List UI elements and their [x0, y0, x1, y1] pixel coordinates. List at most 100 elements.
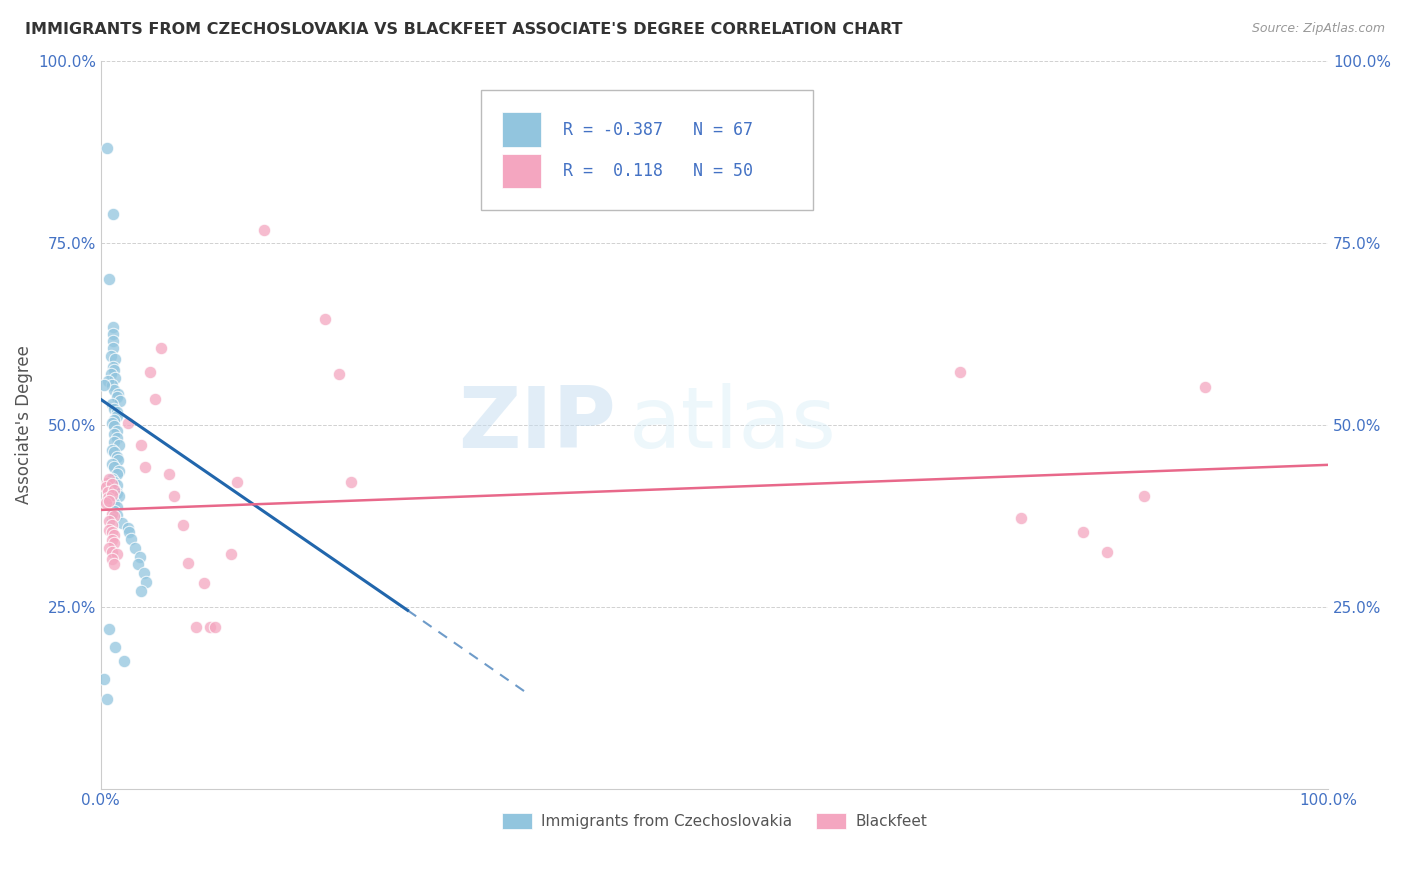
Point [103, 460, 125, 475]
Point [101, 397, 124, 411]
Point [1194, 380, 1216, 394]
Point [204, 620, 226, 634]
Point [103, 413, 125, 427]
Point [98, 524, 121, 538]
Point [143, 392, 166, 407]
Point [101, 472, 124, 486]
Point [328, 367, 350, 381]
Text: R = -0.387   N = 67: R = -0.387 N = 67 [564, 120, 754, 138]
Point [103, 445, 125, 459]
Point [104, 352, 127, 367]
Point [100, 349, 122, 363]
Point [219, 547, 242, 561]
Point [177, 556, 200, 570]
Point [129, 550, 152, 565]
Point [103, 528, 125, 542]
Point [108, 489, 131, 503]
Point [193, 576, 215, 591]
Point [101, 507, 124, 521]
Point [253, 223, 276, 237]
Point [101, 417, 124, 431]
Point [340, 475, 363, 489]
Point [1095, 545, 1118, 559]
Point [101, 533, 124, 547]
Point [103, 383, 125, 397]
Point [103, 508, 125, 523]
Point [105, 450, 128, 464]
Point [101, 493, 124, 508]
Point [101, 326, 124, 341]
Point [139, 366, 162, 380]
Point [101, 457, 124, 471]
Point [105, 405, 128, 419]
Point [159, 467, 181, 482]
Point [117, 521, 139, 535]
Point [101, 207, 124, 221]
Point [103, 434, 125, 449]
Point [98, 272, 121, 286]
Point [101, 359, 124, 374]
Point [129, 583, 152, 598]
Point [118, 525, 141, 540]
Point [103, 401, 125, 416]
Point [103, 558, 125, 572]
Point [127, 558, 149, 572]
Point [110, 516, 132, 530]
Text: ZIP: ZIP [458, 384, 616, 467]
Point [103, 496, 125, 510]
Point [105, 478, 128, 492]
Point [98, 622, 121, 636]
Point [124, 541, 146, 556]
Point [132, 566, 155, 581]
Point [101, 525, 124, 540]
Point [97, 374, 120, 388]
Point [112, 654, 135, 668]
Text: Source: ZipAtlas.com: Source: ZipAtlas.com [1251, 22, 1385, 36]
Point [103, 482, 125, 496]
Point [105, 390, 128, 404]
Text: IMMIGRANTS FROM CZECHOSLOVAKIA VS BLACKFEET ASSOCIATE'S DEGREE CORRELATION CHART: IMMIGRANTS FROM CZECHOSLOVAKIA VS BLACKF… [25, 22, 903, 37]
Point [105, 424, 128, 438]
Point [103, 427, 125, 442]
Point [1071, 525, 1094, 540]
Point [103, 363, 125, 377]
Point [96, 692, 118, 706]
Point [105, 486, 128, 500]
Point [105, 431, 128, 445]
Point [103, 535, 125, 549]
Point [101, 334, 124, 348]
Point [98, 494, 121, 508]
Point [172, 518, 194, 533]
Point [94, 480, 117, 494]
Point [96, 141, 118, 155]
Point [107, 452, 129, 467]
Point [949, 366, 972, 380]
Point [107, 386, 129, 401]
Y-axis label: Associate's Degree: Associate's Degree [15, 345, 32, 504]
Point [105, 508, 128, 522]
Point [101, 518, 124, 533]
Point [101, 545, 124, 559]
FancyBboxPatch shape [502, 153, 541, 188]
Point [163, 489, 186, 503]
Point [103, 419, 125, 434]
Point [129, 438, 152, 452]
Point [97, 484, 120, 499]
Point [98, 472, 121, 486]
Legend: Immigrants from Czechoslovakia, Blackfeet: Immigrants from Czechoslovakia, Blackfee… [496, 807, 934, 836]
Point [104, 370, 127, 384]
Point [198, 620, 221, 634]
Point [135, 574, 157, 589]
Point [108, 464, 131, 478]
Point [103, 504, 125, 518]
Point [105, 500, 128, 514]
Point [93, 673, 115, 687]
Point [110, 393, 132, 408]
FancyBboxPatch shape [502, 112, 541, 147]
Point [105, 409, 128, 423]
Point [98, 514, 121, 528]
Point [103, 475, 125, 489]
Point [105, 467, 128, 482]
Point [1010, 511, 1032, 525]
Point [101, 377, 124, 392]
